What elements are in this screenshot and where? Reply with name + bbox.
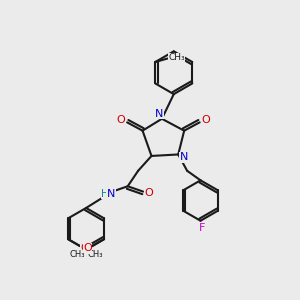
Text: CH₃: CH₃: [69, 250, 85, 259]
Text: O: O: [83, 243, 92, 253]
Text: O: O: [117, 115, 125, 125]
Text: O: O: [80, 243, 89, 253]
Text: H: H: [101, 189, 109, 199]
Text: CH₃: CH₃: [87, 250, 103, 259]
Text: O: O: [145, 188, 154, 198]
Text: F: F: [199, 223, 205, 233]
Text: N: N: [180, 152, 188, 162]
Text: CH₃: CH₃: [168, 53, 185, 62]
Text: N: N: [106, 189, 115, 199]
Text: N: N: [155, 109, 164, 119]
Text: O: O: [201, 115, 210, 125]
